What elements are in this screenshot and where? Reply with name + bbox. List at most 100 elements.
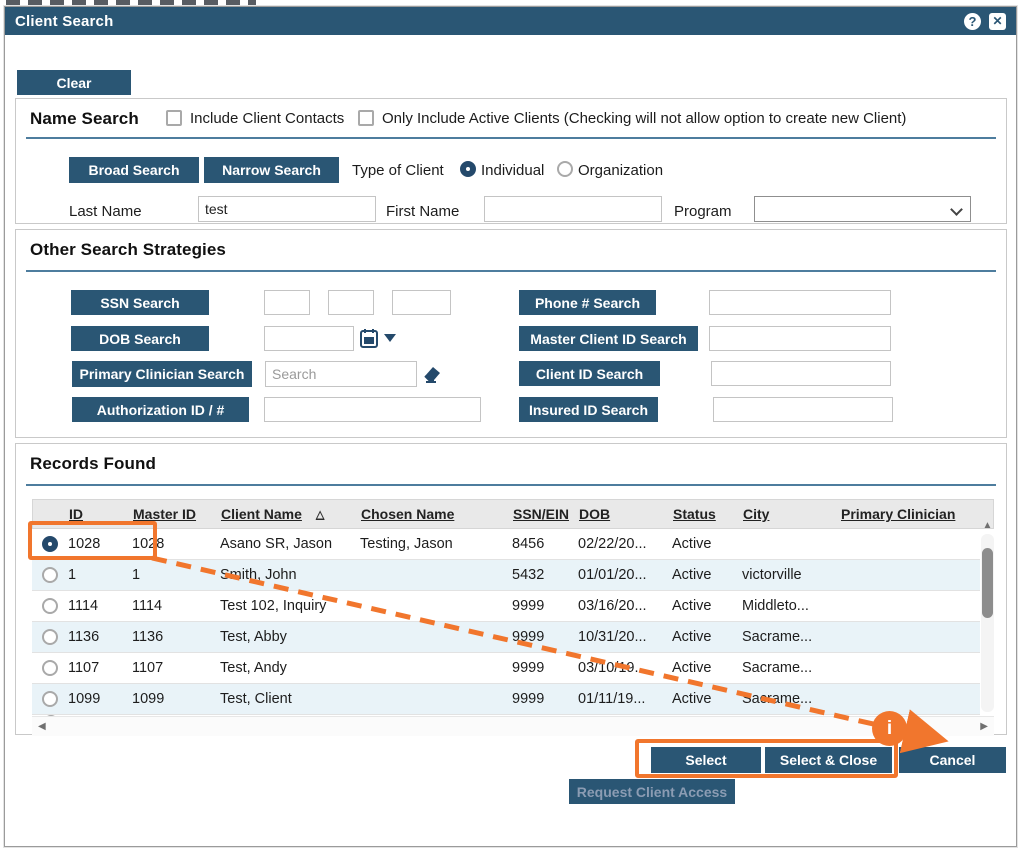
close-icon[interactable]: ✕ bbox=[989, 12, 1006, 30]
column-header-chosen-name[interactable]: Chosen Name bbox=[361, 506, 455, 522]
column-header-client-name[interactable]: Client Name △ bbox=[221, 506, 325, 522]
ssn-part2-input[interactable] bbox=[328, 290, 374, 315]
cell-id: 1028 bbox=[68, 536, 101, 552]
cell-master-id: 1 bbox=[132, 567, 141, 583]
include-client-contacts-checkbox[interactable] bbox=[166, 110, 182, 126]
column-header-status[interactable]: Status bbox=[673, 506, 716, 522]
radio-selected-icon[interactable] bbox=[42, 536, 58, 552]
ssn-part1-input[interactable] bbox=[264, 290, 310, 315]
program-label: Program bbox=[674, 203, 732, 220]
radio-icon[interactable] bbox=[42, 660, 58, 676]
table-row[interactable]: 1028 1028 Asano SR, Jason Testing, Jason 845… bbox=[32, 529, 980, 560]
table-row[interactable]: 1107 1107 Test, Andy 9999 03/10/19... Active S… bbox=[32, 653, 980, 684]
row-radio[interactable] bbox=[32, 567, 68, 583]
row-radio[interactable] bbox=[32, 691, 68, 707]
first-name-input[interactable] bbox=[484, 196, 662, 222]
dob-input[interactable] bbox=[264, 326, 354, 351]
radio-icon[interactable] bbox=[42, 567, 58, 583]
only-active-clients-checkbox[interactable] bbox=[358, 110, 374, 126]
records-found-section: Records Found ID Master ID Client Name △ Cho… bbox=[15, 443, 1007, 736]
cell-ssn-ein: 8456 bbox=[512, 536, 545, 552]
cell-ssn-ein: 9999 bbox=[512, 691, 545, 707]
column-header-city[interactable]: City bbox=[743, 506, 770, 522]
chevron-down-icon bbox=[950, 203, 963, 216]
table-row[interactable]: 1136 1136 Test, Abby 9999 10/31/20... Active S… bbox=[32, 622, 980, 653]
scroll-left-icon[interactable]: ◀ bbox=[38, 721, 46, 732]
cell-status: Active bbox=[672, 598, 712, 614]
request-client-access-button[interactable]: Request Client Access bbox=[569, 779, 735, 804]
cell-dob: 02/22/20... bbox=[578, 536, 647, 552]
cell-client-name: Smith, John bbox=[220, 567, 297, 583]
table-row[interactable]: 1 1 Smith, John 5432 01/01/20... Active victor… bbox=[32, 560, 980, 591]
dob-search-button[interactable]: DOB Search bbox=[71, 326, 209, 351]
table-row[interactable]: 1114 1114 Test 102, Inquiry 9999 03/16/20...… bbox=[32, 591, 980, 622]
cancel-button[interactable]: Cancel bbox=[899, 747, 1006, 773]
insured-id-search-button[interactable]: Insured ID Search bbox=[519, 397, 658, 422]
client-id-search-button[interactable]: Client ID Search bbox=[519, 361, 660, 386]
row-radio[interactable] bbox=[32, 629, 68, 645]
master-client-id-input[interactable] bbox=[709, 326, 891, 351]
column-header-ssn-ein[interactable]: SSN/EIN bbox=[513, 506, 570, 522]
authorization-id-input[interactable] bbox=[264, 397, 481, 422]
cell-city: Sacrame... bbox=[742, 691, 813, 707]
client-id-input[interactable] bbox=[711, 361, 891, 386]
cell-client-name: Test, Andy bbox=[220, 660, 287, 676]
primary-clinician-search-button[interactable]: Primary Clinician Search bbox=[72, 361, 252, 387]
insured-id-input[interactable] bbox=[713, 397, 893, 422]
cell-status: Active bbox=[672, 567, 712, 583]
horizontal-scrollbar[interactable]: ◀ ▶ bbox=[32, 716, 994, 736]
ssn-part3-input[interactable] bbox=[392, 290, 451, 315]
scroll-up-icon[interactable]: ▲ bbox=[982, 520, 993, 531]
cell-client-name: Test, Abby bbox=[220, 629, 287, 645]
select-button[interactable]: Select bbox=[651, 747, 761, 773]
calendar-caret-icon[interactable] bbox=[384, 334, 396, 342]
cell-dob: 03/16/20... bbox=[578, 598, 647, 614]
row-radio[interactable] bbox=[32, 660, 68, 676]
radio-icon[interactable] bbox=[42, 629, 58, 645]
ssn-search-button[interactable]: SSN Search bbox=[71, 290, 209, 315]
select-and-close-button[interactable]: Select & Close bbox=[765, 747, 892, 773]
program-select[interactable] bbox=[754, 196, 971, 222]
phone-search-button[interactable]: Phone # Search bbox=[519, 290, 656, 315]
radio-icon[interactable] bbox=[42, 598, 58, 614]
column-header-primary-clinician[interactable]: Primary Clinician bbox=[841, 506, 956, 522]
primary-clinician-input[interactable] bbox=[265, 361, 417, 387]
column-header-master-id[interactable]: Master ID bbox=[133, 506, 197, 522]
broad-search-button[interactable]: Broad Search bbox=[69, 157, 199, 183]
cell-client-name: Asano SR, Jason bbox=[220, 536, 333, 552]
type-of-client-label: Type of Client bbox=[352, 162, 444, 179]
cell-master-id: 1099 bbox=[132, 691, 165, 707]
table-row[interactable]: 1099 1099 Test, Client 9999 01/11/19... Activ… bbox=[32, 684, 980, 715]
scroll-right-icon[interactable]: ▶ bbox=[980, 721, 988, 732]
section-rule bbox=[26, 270, 996, 272]
cell-status: Active bbox=[672, 536, 712, 552]
cell-ssn-ein: 9999 bbox=[512, 660, 545, 676]
calendar-icon[interactable] bbox=[360, 328, 378, 348]
authorization-id-button[interactable]: Authorization ID / # bbox=[72, 397, 249, 422]
records-table: ID Master ID Client Name △ Chosen Name SSN/EI… bbox=[32, 499, 994, 721]
cell-chosen-name: Testing, Jason bbox=[360, 536, 453, 552]
name-search-heading: Name Search bbox=[30, 109, 139, 128]
cell-status: Active bbox=[672, 629, 712, 645]
cell-dob: 01/01/20... bbox=[578, 567, 647, 583]
individual-radio[interactable] bbox=[460, 161, 476, 177]
organization-radio[interactable] bbox=[557, 161, 573, 177]
dialog-title: Client Search bbox=[15, 12, 114, 30]
master-client-id-search-button[interactable]: Master Client ID Search bbox=[519, 326, 698, 351]
phone-input[interactable] bbox=[709, 290, 891, 315]
vertical-scrollbar[interactable]: ▲ ▼ bbox=[981, 520, 994, 728]
clear-button[interactable]: Clear bbox=[17, 70, 131, 95]
cell-city: victorville bbox=[742, 567, 802, 583]
row-radio[interactable] bbox=[32, 536, 68, 552]
vertical-scroll-thumb[interactable] bbox=[982, 548, 993, 618]
row-radio[interactable] bbox=[32, 598, 68, 614]
eraser-icon[interactable] bbox=[422, 363, 444, 383]
narrow-search-button[interactable]: Narrow Search bbox=[204, 157, 339, 183]
help-icon[interactable]: ? bbox=[964, 12, 981, 30]
column-header-id[interactable]: ID bbox=[69, 506, 83, 522]
last-name-input[interactable] bbox=[198, 196, 376, 222]
column-header-dob[interactable]: DOB bbox=[579, 506, 611, 522]
records-found-heading: Records Found bbox=[30, 454, 156, 473]
radio-icon[interactable] bbox=[42, 691, 58, 707]
cell-id: 1136 bbox=[68, 629, 100, 645]
